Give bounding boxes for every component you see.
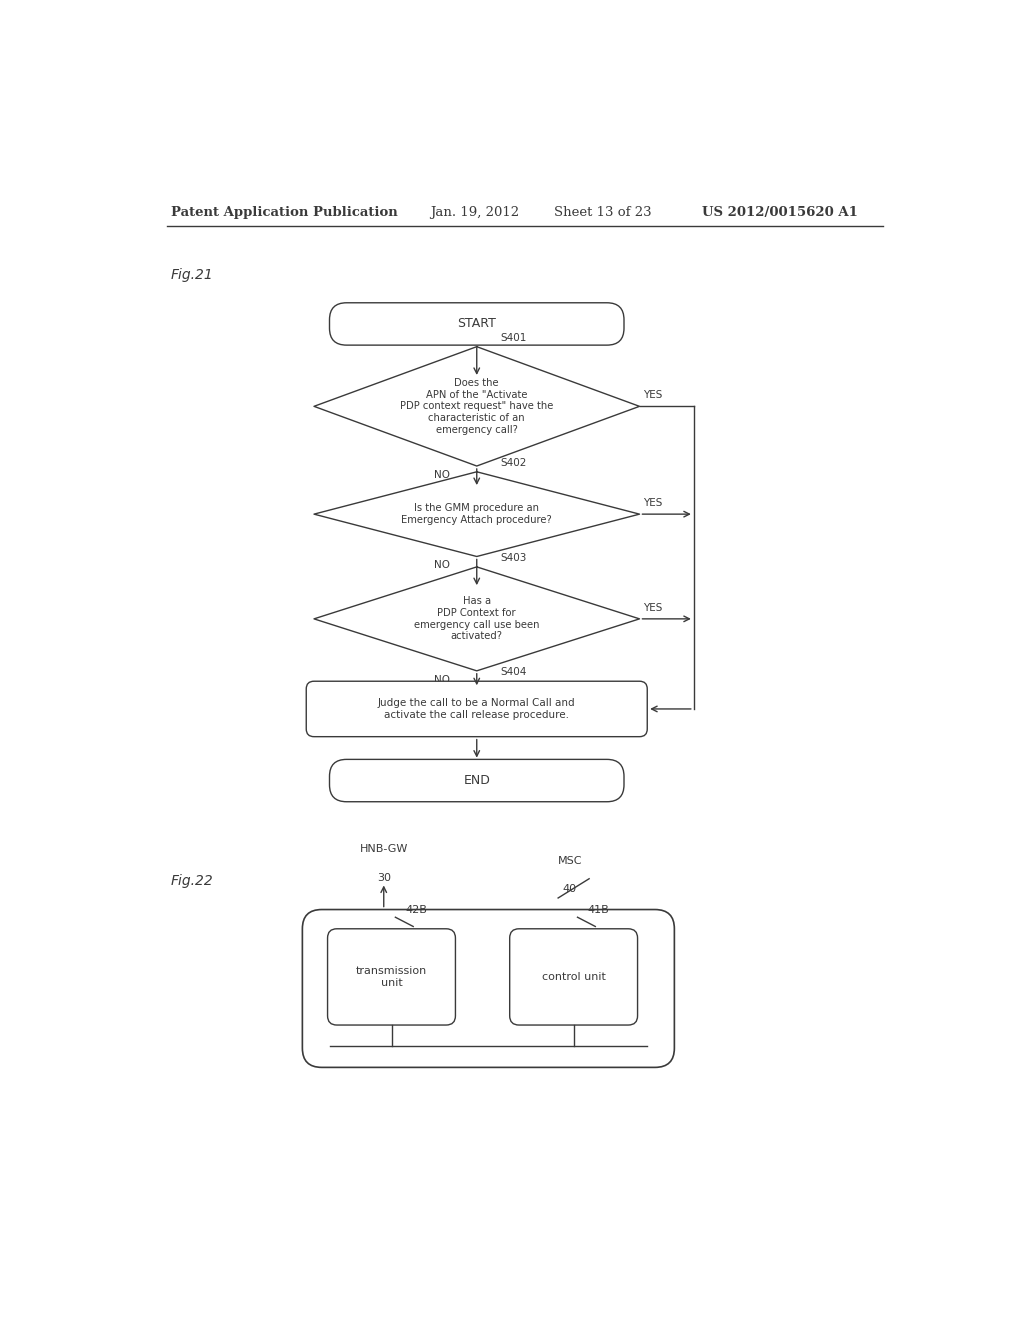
Text: Fig.21: Fig.21 (171, 268, 213, 282)
Text: Sheet 13 of 23: Sheet 13 of 23 (554, 206, 652, 219)
Text: S404: S404 (500, 668, 526, 677)
Text: 41B: 41B (588, 906, 609, 915)
Text: YES: YES (643, 391, 663, 400)
Text: END: END (463, 774, 490, 787)
FancyBboxPatch shape (330, 759, 624, 801)
Text: HNB-GW: HNB-GW (359, 843, 408, 854)
Text: Fig.22: Fig.22 (171, 874, 213, 887)
Text: S401: S401 (500, 333, 526, 343)
Text: 40: 40 (562, 884, 577, 894)
FancyBboxPatch shape (328, 929, 456, 1026)
FancyBboxPatch shape (330, 302, 624, 345)
Text: transmission
unit: transmission unit (356, 966, 427, 987)
FancyBboxPatch shape (306, 681, 647, 737)
Polygon shape (314, 347, 640, 466)
Text: Jan. 19, 2012: Jan. 19, 2012 (430, 206, 519, 219)
Polygon shape (314, 471, 640, 557)
Text: YES: YES (643, 498, 663, 508)
Polygon shape (314, 566, 640, 671)
Text: Does the
APN of the "Activate
PDP context request" have the
characteristic of an: Does the APN of the "Activate PDP contex… (400, 378, 553, 434)
Text: S402: S402 (500, 458, 526, 469)
Text: 42B: 42B (406, 906, 427, 915)
Text: MSC: MSC (557, 855, 582, 866)
Text: US 2012/0015620 A1: US 2012/0015620 A1 (701, 206, 857, 219)
Text: YES: YES (643, 603, 663, 612)
Text: Has a
PDP Context for
emergency call use been
activated?: Has a PDP Context for emergency call use… (414, 597, 540, 642)
Text: NO: NO (434, 470, 450, 480)
Text: 30: 30 (377, 873, 391, 883)
FancyBboxPatch shape (302, 909, 675, 1068)
Text: Judge the call to be a Normal Call and
activate the call release procedure.: Judge the call to be a Normal Call and a… (378, 698, 575, 719)
Text: START: START (458, 317, 497, 330)
FancyBboxPatch shape (510, 929, 638, 1026)
Text: Is the GMM procedure an
Emergency Attach procedure?: Is the GMM procedure an Emergency Attach… (401, 503, 552, 525)
Text: NO: NO (434, 675, 450, 685)
Text: control unit: control unit (542, 972, 605, 982)
Text: NO: NO (434, 561, 450, 570)
Text: S403: S403 (500, 553, 526, 564)
Text: Patent Application Publication: Patent Application Publication (171, 206, 397, 219)
